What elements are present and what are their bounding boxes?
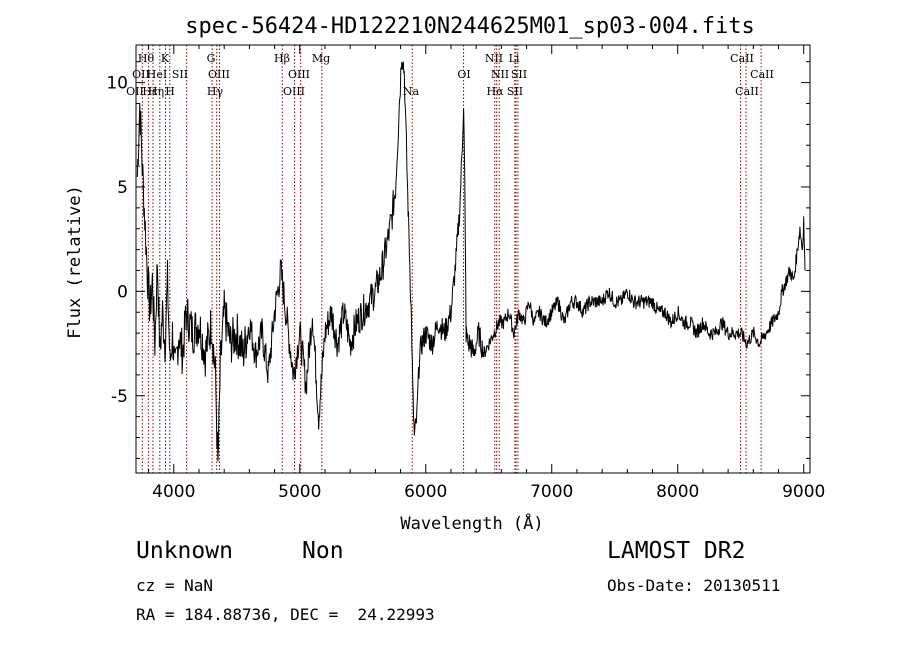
marker-label-13: OI: [457, 68, 470, 81]
marker-label-10: SII: [172, 68, 188, 81]
marker-label-14: NII: [491, 68, 509, 81]
x-tick-label-5: 9000: [782, 482, 825, 502]
marker-label-9: HeI: [147, 68, 167, 81]
x-tick-label-3: 7000: [530, 482, 573, 502]
marker-label-18: Hε: [142, 85, 158, 98]
x-tick-label-2: 6000: [404, 482, 447, 502]
marker-label-15: SII: [511, 68, 527, 81]
y-tick-label-3: 10: [106, 74, 128, 94]
marker-label-23: Na: [403, 85, 420, 98]
x-tick-label-4: 8000: [656, 482, 699, 502]
chart-title: spec-56424-HD122210N244625M01_sp03-004.f…: [185, 14, 755, 39]
marker-label-1: K: [161, 52, 170, 65]
marker-label-26: CaII: [735, 85, 759, 98]
marker-label-6: Li: [509, 52, 520, 65]
marker-label-4: Mg: [312, 52, 330, 65]
marker-label-0: Hθ: [138, 52, 155, 65]
subclass-label: Non: [302, 538, 344, 564]
marker-label-25: SII: [507, 85, 523, 98]
marker-label-7: CaII: [730, 52, 754, 65]
axis-ticks: 4000 5000 6000 7000 8000 9000 -5 0 5 10: [106, 45, 825, 502]
marker-label-24: Hα: [486, 85, 504, 98]
marker-label-22: OIII: [283, 85, 305, 98]
marker-label-3: Hβ: [274, 52, 290, 65]
marker-label-5: NII: [485, 52, 503, 65]
marker-label-8: OII: [132, 68, 150, 81]
survey-label: LAMOST DR2: [607, 538, 746, 564]
x-tick-label-1: 5000: [278, 482, 321, 502]
marker-label-20: H: [165, 85, 175, 98]
plot-frame: [135, 44, 811, 474]
class-label: Unknown: [136, 538, 233, 564]
spectrum-line: [136, 61, 806, 462]
y-tick-label-1: 0: [117, 282, 128, 302]
marker-label-2: G: [207, 52, 216, 65]
marker-label-16: CaII: [750, 68, 774, 81]
radec-label: RA = 184.88736, DEC = 24.22993: [136, 605, 435, 624]
cz-label: cz = NaN: [136, 576, 214, 595]
line-markers: [141, 45, 762, 473]
x-tick-label-0: 4000: [152, 482, 195, 502]
marker-label-21: Hγ: [207, 85, 224, 98]
y-tick-label-2: 5: [117, 178, 128, 198]
y-axis-label: Flux (relative): [65, 185, 85, 339]
marker-label-11: OIII: [208, 68, 230, 81]
y-tick-label-0: -5: [111, 387, 128, 407]
marker-label-12: OIII: [288, 68, 310, 81]
marker-label-17: OII: [126, 85, 144, 98]
obsdate-label: Obs-Date: 20130511: [607, 576, 781, 595]
marker-label-19: Hη: [148, 85, 164, 98]
x-axis-label: Wavelength (Å): [400, 512, 543, 534]
